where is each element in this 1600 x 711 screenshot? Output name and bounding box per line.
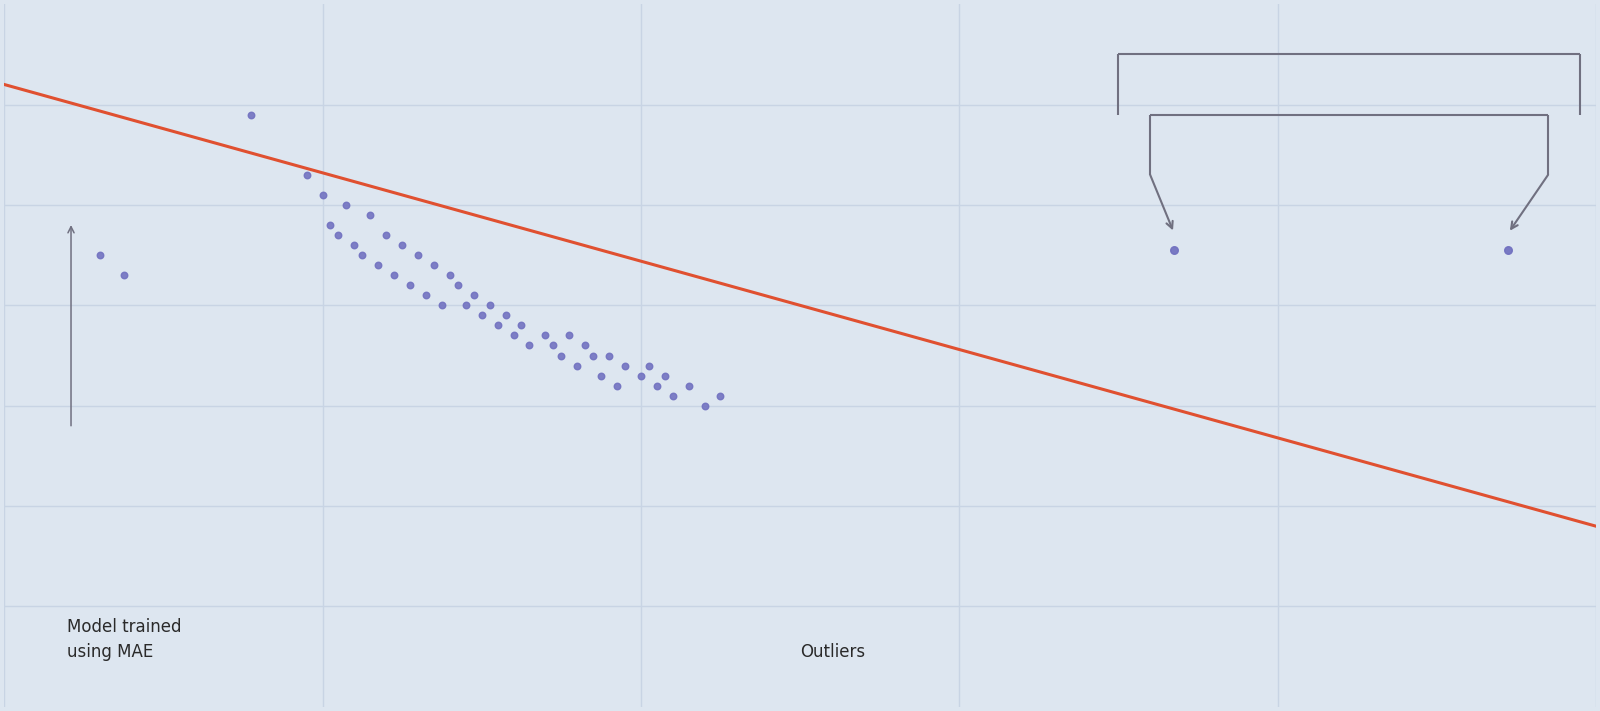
Text: Outliers: Outliers — [800, 643, 866, 661]
Point — [429, 299, 454, 311]
Point — [373, 230, 398, 241]
Point — [605, 380, 630, 391]
Point — [437, 269, 462, 281]
Point — [643, 380, 669, 391]
Point — [691, 400, 717, 412]
Point — [110, 269, 136, 281]
Point — [318, 219, 344, 230]
Point — [310, 189, 336, 201]
Point — [557, 330, 582, 341]
Point — [533, 330, 558, 341]
Point — [349, 250, 374, 261]
Point — [613, 360, 638, 371]
Point — [517, 340, 542, 351]
Point — [659, 390, 685, 401]
Point — [381, 269, 406, 281]
Point — [445, 279, 470, 291]
Point — [461, 289, 486, 301]
Point — [389, 240, 414, 251]
Point — [397, 279, 422, 291]
Point — [581, 350, 606, 361]
Point — [675, 380, 701, 391]
Point — [238, 109, 264, 120]
Point — [651, 370, 677, 381]
Point — [86, 250, 112, 261]
Point — [294, 169, 320, 181]
Point — [549, 350, 574, 361]
Point — [365, 260, 390, 271]
Point — [341, 240, 366, 251]
Point — [469, 310, 494, 321]
Point — [333, 199, 358, 210]
Point — [453, 299, 478, 311]
Point — [421, 260, 446, 271]
Point — [1162, 245, 1187, 256]
Point — [573, 340, 598, 351]
Point — [707, 390, 733, 401]
Point — [405, 250, 430, 261]
Point — [501, 330, 526, 341]
Point — [485, 320, 510, 331]
Point — [1496, 245, 1522, 256]
Point — [413, 289, 438, 301]
Text: Model trained
using MAE: Model trained using MAE — [67, 619, 182, 661]
Point — [635, 360, 661, 371]
Point — [629, 370, 654, 381]
Point — [477, 299, 502, 311]
Point — [509, 320, 534, 331]
Point — [493, 310, 518, 321]
Point — [326, 230, 352, 241]
Point — [597, 350, 622, 361]
Point — [565, 360, 590, 371]
Point — [541, 340, 566, 351]
Point — [589, 370, 614, 381]
Point — [357, 209, 382, 220]
